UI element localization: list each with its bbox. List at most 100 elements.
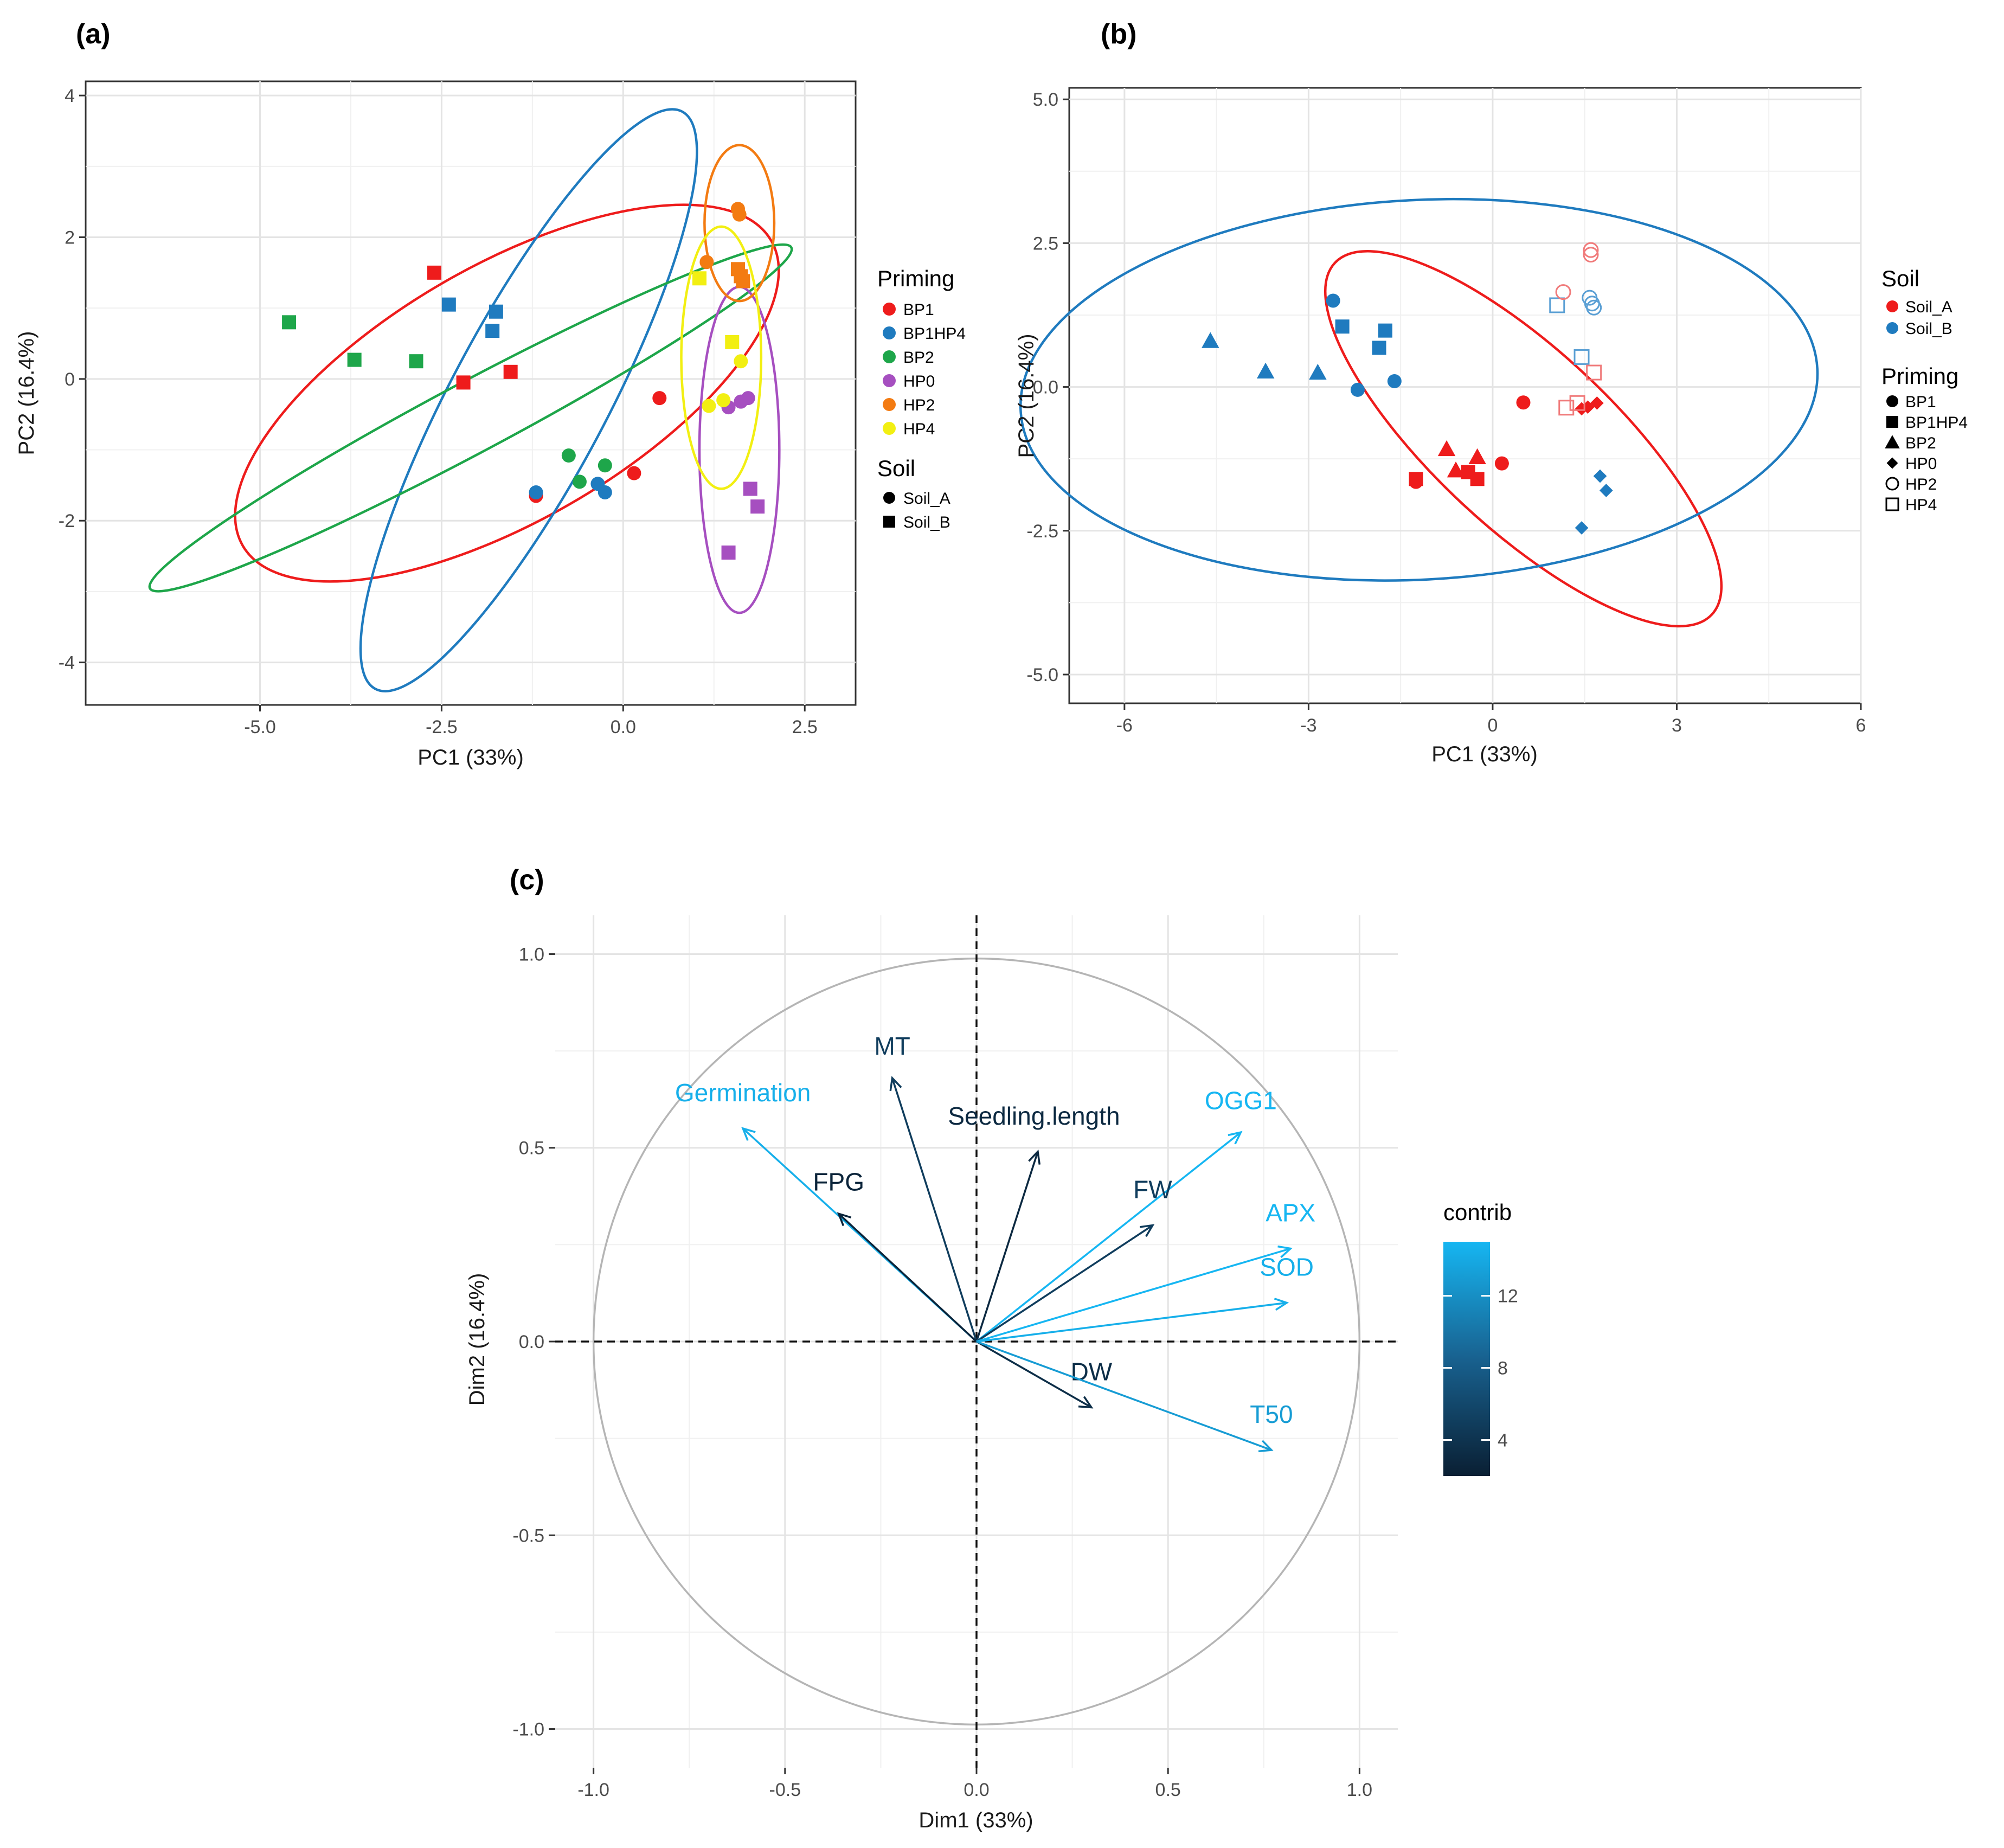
x-tick-label: -2.5 <box>426 717 458 737</box>
legend-soil-b: Soil Soil_A Soil_B <box>1881 266 1952 338</box>
x-axis-title-c: Dim1 (33%) <box>919 1808 1033 1832</box>
point-hp0 <box>741 391 755 406</box>
var-label-fpg: FPG <box>813 1167 864 1196</box>
point-hp4 <box>702 399 716 413</box>
point-hp0 <box>743 482 757 496</box>
point-bp2-soil_b <box>1256 362 1275 378</box>
y-tick-label: 2 <box>65 228 75 248</box>
legend-soil-a: Soil Soil_A Soil_B <box>877 455 950 531</box>
arrowhead-mt <box>889 1076 902 1092</box>
x-axis-title-a: PC1 (33%) <box>418 746 524 769</box>
legend-priming-b: Priming BP1 BP1HP4 BP2 HP0 HP2 HP4 <box>1881 363 1968 514</box>
y-tick-label: -1.0 <box>512 1719 544 1740</box>
y-tick-label: -0.5 <box>512 1525 544 1546</box>
y-tick-label: 5.0 <box>1033 89 1058 110</box>
point-bp1 <box>503 364 518 379</box>
x-tick-label: 0.0 <box>964 1780 989 1800</box>
var-label-ogg1: OGG1 <box>1205 1086 1277 1114</box>
panel-label-a: (a) <box>76 18 111 50</box>
legend-label-bp1: BP1 <box>1905 393 1936 411</box>
var-label-seedling-length: Seedling.length <box>948 1102 1120 1130</box>
y-tick-label: 0.0 <box>519 1332 544 1352</box>
arrowhead-dw <box>1078 1396 1094 1409</box>
point-hp2-soil_a <box>1583 242 1599 258</box>
var-label-fw: FW <box>1133 1176 1172 1204</box>
legend-key-hp4 <box>1885 497 1899 511</box>
point-hp2 <box>736 274 750 288</box>
point-bp1-soil_b <box>1326 293 1340 308</box>
point-hp4-soil_b <box>1573 349 1590 365</box>
var-label-mt: MT <box>874 1032 910 1060</box>
point-bp2 <box>561 448 576 463</box>
legend-label-soil_b: Soil_B <box>1905 320 1952 338</box>
point-bp1hp4 <box>489 304 503 319</box>
y-tick-label: 4 <box>65 86 75 106</box>
point-bp2-soil_a <box>1437 440 1456 457</box>
point-hp4-soil_a <box>1569 395 1585 411</box>
ellipse-bp1 <box>234 203 780 583</box>
x-tick-label: 2.5 <box>792 717 818 737</box>
point-hp4 <box>716 393 731 408</box>
x-tick-label: 1.0 <box>1347 1780 1372 1800</box>
var-label-sod: SOD <box>1260 1253 1314 1281</box>
x-tick-label: -5.0 <box>244 717 276 737</box>
point-bp1 <box>652 391 667 406</box>
legend-key-bp1 <box>1886 395 1898 407</box>
arrowhead-seedling-length <box>1028 1150 1041 1165</box>
point-bp1 <box>627 466 641 480</box>
legend-label-bp1: BP1 <box>903 301 934 319</box>
point-bp1-soil_a <box>1516 395 1531 410</box>
point-hp0-soil_b <box>1593 469 1607 483</box>
y-tick-label: -4 <box>59 653 75 673</box>
arrowhead-fpg <box>837 1212 852 1227</box>
legend-key-hp2 <box>883 398 896 411</box>
y-axis-title-a: PC2 (16.4%) <box>15 331 38 455</box>
point-hp0-soil_a <box>1590 396 1604 410</box>
arrow-ogg1 <box>975 1131 1242 1343</box>
x-tick-label: 0 <box>1487 715 1498 736</box>
contrib-colorbar <box>1443 1242 1490 1476</box>
legend-key-soil_a <box>883 492 895 504</box>
colorbar-tick-label: 8 <box>1498 1358 1508 1379</box>
legend-label-hp2: HP2 <box>903 396 935 414</box>
x-tick-label: -3 <box>1300 715 1316 736</box>
point-bp2 <box>409 354 423 369</box>
arrow-t50 <box>976 1340 1272 1451</box>
pca-individuals-priming-chart: -5.0 -2.5 0.0 2.5 -4 -2 0 2 4 PC1 (33%) PC2 (16… <box>15 80 966 769</box>
point-bp2-soil_b <box>1309 363 1327 380</box>
ellipse-hp2 <box>703 144 776 303</box>
point-bp2 <box>347 352 362 367</box>
legend-title-priming-b: Priming <box>1881 363 1958 389</box>
legend-key-bp2 <box>1885 435 1900 448</box>
legend-label-hp4: HP4 <box>1905 496 1937 514</box>
point-bp1hp4 <box>441 297 456 312</box>
arrowhead-sod <box>1274 1298 1289 1311</box>
point-bp1-soil_b <box>1387 374 1402 388</box>
arrow-fw <box>976 1224 1153 1343</box>
y-tick-label: 0.0 <box>1033 377 1058 398</box>
point-hp4 <box>692 271 706 286</box>
legend-label-hp0: HP0 <box>903 373 935 390</box>
point-bp1 <box>427 265 442 280</box>
arrowhead-ogg1 <box>1228 1131 1243 1145</box>
x-tick-label: 0.5 <box>1155 1780 1181 1800</box>
point-hp0-soil_b <box>1575 521 1589 535</box>
point-hp2 <box>732 207 747 222</box>
var-label-t50: T50 <box>1250 1400 1293 1428</box>
point-hp4 <box>725 335 740 349</box>
point-bp1hp4-soil_a <box>1409 472 1423 486</box>
legend-label-bp1hp4: BP1HP4 <box>1905 414 1968 432</box>
point-hp2 <box>699 255 714 270</box>
legend-priming-a: Priming BP1 BP1HP4 BP2 HP0 HP2 HP4 <box>877 266 966 438</box>
ellipse-hp4 <box>680 225 763 490</box>
legend-label-hp2: HP2 <box>1905 476 1937 493</box>
x-axis-title-b: PC1 (33%) <box>1431 742 1538 766</box>
legend-label-hp4: HP4 <box>903 420 935 438</box>
arrow-mt <box>891 1077 978 1342</box>
legend-title-soil-a: Soil <box>877 455 915 481</box>
point-hp0 <box>721 546 736 560</box>
arrowhead-fw <box>1139 1224 1155 1237</box>
point-bp1hp4-soil_a <box>1470 472 1485 486</box>
point-bp2 <box>598 458 612 473</box>
point-hp4-soil_b <box>1549 297 1565 313</box>
